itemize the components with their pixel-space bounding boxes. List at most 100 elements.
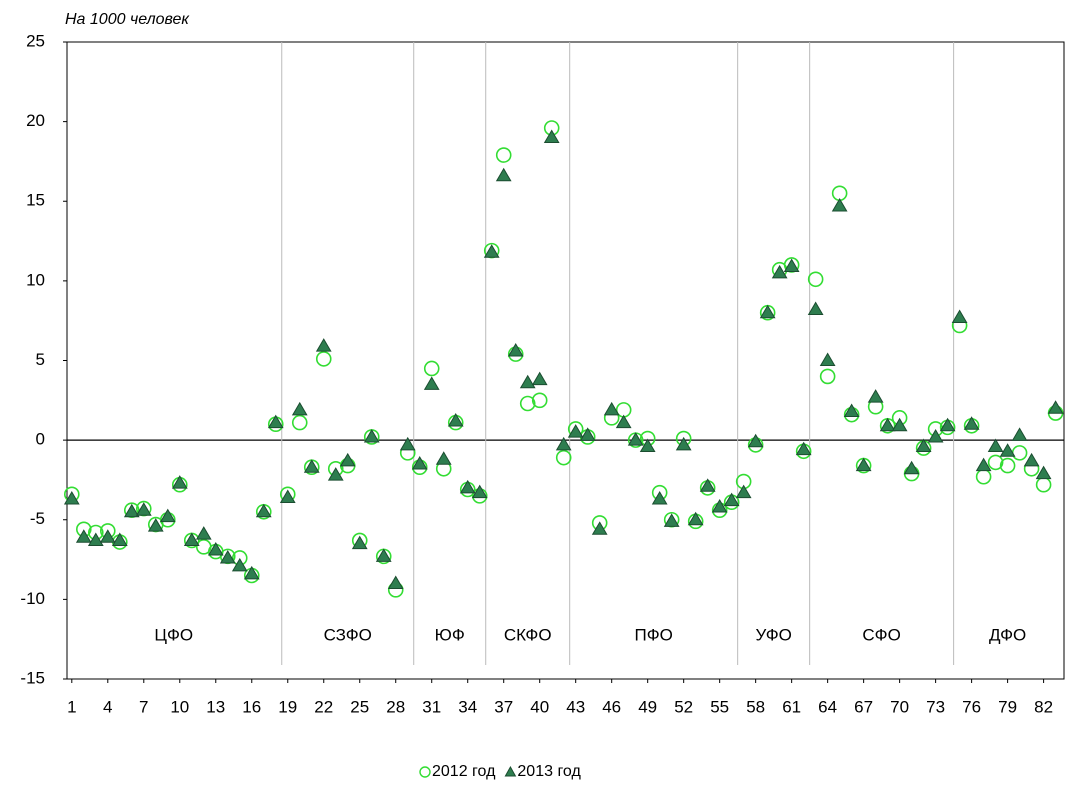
point (399, 436, 416, 451)
point (171, 475, 188, 489)
point (1035, 465, 1052, 480)
point (831, 198, 848, 212)
point (267, 414, 284, 429)
point (219, 549, 236, 564)
x-tick-label: 49 (638, 697, 657, 716)
point (543, 129, 560, 144)
point (891, 417, 908, 432)
point (387, 575, 404, 589)
point (711, 499, 728, 513)
point (555, 436, 572, 451)
point (615, 414, 632, 429)
point (627, 432, 644, 446)
legend: 2012 год 2013 год (419, 763, 581, 780)
point (435, 451, 452, 465)
point (927, 428, 944, 443)
y-tick-label: 15 (26, 191, 45, 210)
x-tick-label: 52 (674, 697, 693, 716)
point (1023, 452, 1040, 467)
x-tick-label: 34 (458, 697, 477, 716)
point (291, 414, 308, 431)
point (1011, 445, 1028, 461)
point (747, 433, 764, 448)
point (135, 502, 152, 516)
x-tick-label: 13 (206, 697, 225, 716)
point (807, 301, 824, 316)
legend-label: 2012 год (432, 763, 496, 780)
x-tick-label: 55 (710, 697, 729, 716)
x-tick-label: 19 (278, 697, 297, 716)
point (555, 449, 572, 466)
group-label: УФО (755, 625, 791, 644)
point (339, 452, 356, 467)
point (699, 478, 716, 492)
point (147, 518, 164, 532)
point (519, 395, 536, 412)
point (207, 542, 224, 556)
group-label: ДФО (989, 625, 1026, 644)
point (519, 374, 536, 389)
group-label: СКФО (504, 625, 552, 644)
point (495, 167, 512, 182)
point (231, 557, 248, 572)
point (663, 513, 680, 527)
y-tick-label: 0 (36, 430, 45, 449)
point (819, 368, 836, 385)
point (687, 511, 704, 526)
point (375, 548, 392, 562)
point (639, 438, 656, 452)
point (75, 529, 92, 543)
point (471, 484, 488, 499)
x-tick-label: 61 (782, 697, 801, 716)
point (675, 436, 692, 451)
point (1047, 400, 1064, 414)
point (855, 457, 872, 472)
point (279, 489, 296, 503)
x-tick-label: 58 (746, 697, 765, 716)
point (255, 503, 272, 518)
x-tick-label: 37 (494, 697, 513, 716)
x-tick-label: 46 (602, 697, 621, 716)
point (795, 441, 812, 456)
point (903, 460, 920, 475)
y-tick-label: 25 (26, 31, 45, 50)
point (63, 491, 80, 505)
point (843, 403, 860, 417)
point (939, 417, 956, 432)
point (987, 438, 1004, 452)
point (819, 352, 836, 366)
x-tick-label: 25 (350, 697, 369, 716)
x-tick-label: 40 (530, 697, 549, 716)
point (759, 304, 776, 319)
point (867, 389, 884, 403)
x-tick-label: 22 (314, 697, 333, 716)
point (303, 459, 320, 473)
point (975, 457, 992, 472)
point (975, 468, 992, 485)
y-tick-label: -10 (20, 589, 45, 608)
x-tick-label: 79 (998, 697, 1017, 716)
point (579, 427, 596, 441)
x-tick-label: 4 (103, 697, 112, 716)
x-tick-label: 73 (926, 697, 945, 716)
point (771, 264, 788, 279)
point (483, 244, 500, 258)
point (783, 258, 800, 273)
y-tick-label: -15 (20, 668, 45, 687)
point (1035, 476, 1052, 493)
legend-marker (419, 766, 431, 778)
y-tick-label: -5 (30, 509, 45, 528)
point (999, 457, 1016, 474)
point (1011, 427, 1028, 441)
x-tick-label: 82 (1034, 697, 1053, 716)
legend-label: 2013 год (517, 763, 581, 780)
point (159, 508, 176, 523)
x-tick-label: 10 (170, 697, 189, 716)
x-tick-label: 28 (386, 697, 405, 716)
point (567, 424, 584, 438)
point (915, 438, 932, 452)
chart-title: На 1000 человек (65, 11, 190, 28)
point (987, 454, 1004, 471)
point (459, 479, 476, 494)
